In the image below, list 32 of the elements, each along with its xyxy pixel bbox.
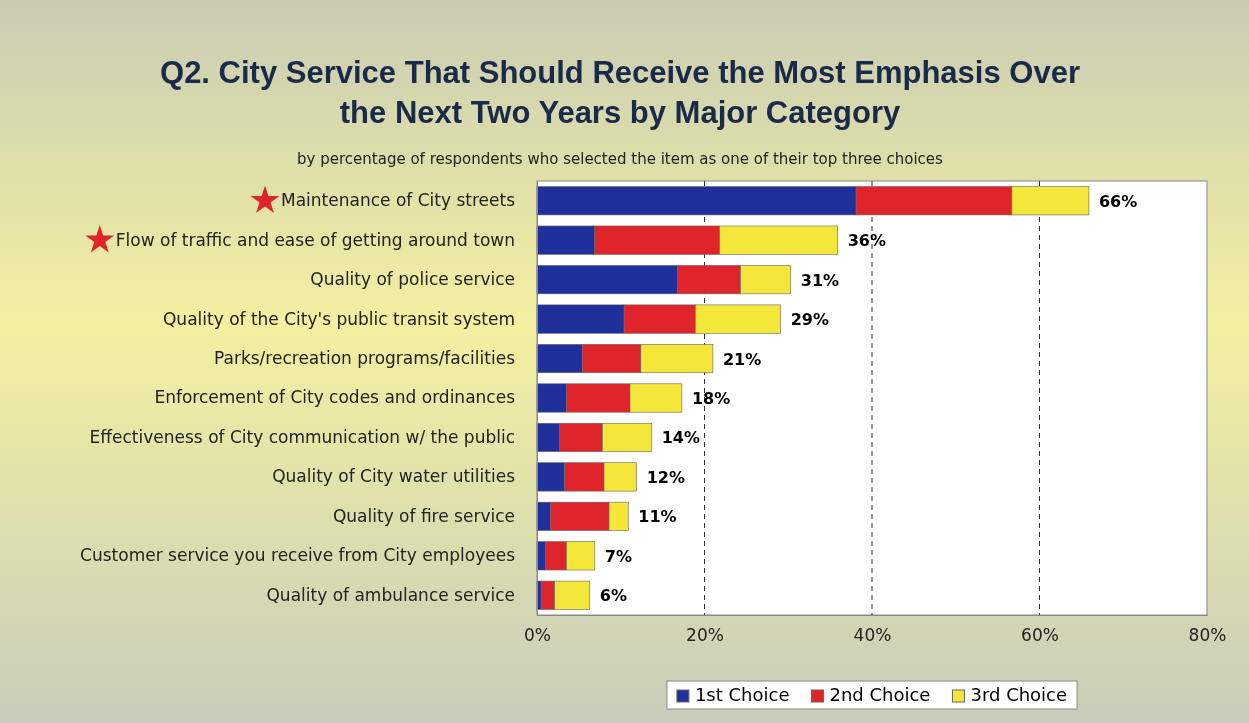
y-tick-label: Parks/recreation programs/facilities (214, 347, 516, 368)
total-label: 36% (847, 231, 886, 251)
total-label: 29% (790, 310, 830, 330)
total-label: 21% (722, 349, 762, 369)
y-tick-label: Quality of ambulance service (266, 584, 515, 605)
y-tick-label: Quality of police service (310, 269, 515, 290)
total-label: 66% (1098, 191, 1138, 211)
x-tick-label: 80% (1188, 625, 1227, 646)
total-label: 18% (691, 389, 731, 408)
legend-label: 2nd Choice (829, 684, 931, 705)
x-tick-label: 60% (1021, 625, 1059, 646)
total-label: 14% (661, 428, 701, 448)
x-tick-label: 20% (686, 625, 724, 646)
legend-label: 3rd Choice (970, 684, 1068, 705)
y-tick-label: Customer service you receive from City employees (80, 545, 516, 566)
x-tick-label: 40% (853, 625, 892, 646)
chart-title: Q2. City Service That Should Receive the Most Emphasis Over the Next Two Years by Major Category (160, 55, 1080, 130)
y-tick-label: Flow of traffic and ease of getting around town (115, 229, 515, 250)
total-label: 6% (599, 586, 627, 606)
total-label: 11% (638, 507, 677, 527)
y-tick-label: Maintenance of City streets (281, 190, 516, 211)
total-label: 12% (646, 467, 685, 487)
y-tick-label: Quality of fire service (332, 505, 515, 526)
y-tick-label: Enforcement of City codes and ordinances (154, 387, 516, 408)
y-tick-label: Quality of City water utilities (272, 466, 516, 487)
total-label: 31% (800, 270, 840, 290)
x-tick-label: 0% (524, 625, 551, 646)
y-tick-label: Quality of the City's public transit system (162, 308, 515, 329)
total-label: 7% (604, 546, 632, 566)
legend-label: 1st Choice (694, 684, 790, 705)
y-tick-label: Effectiveness of City communication w/ the public (89, 426, 515, 447)
chart-subtitle: by percentage of respondents who selected the item as one of their top three choices (297, 150, 944, 168)
